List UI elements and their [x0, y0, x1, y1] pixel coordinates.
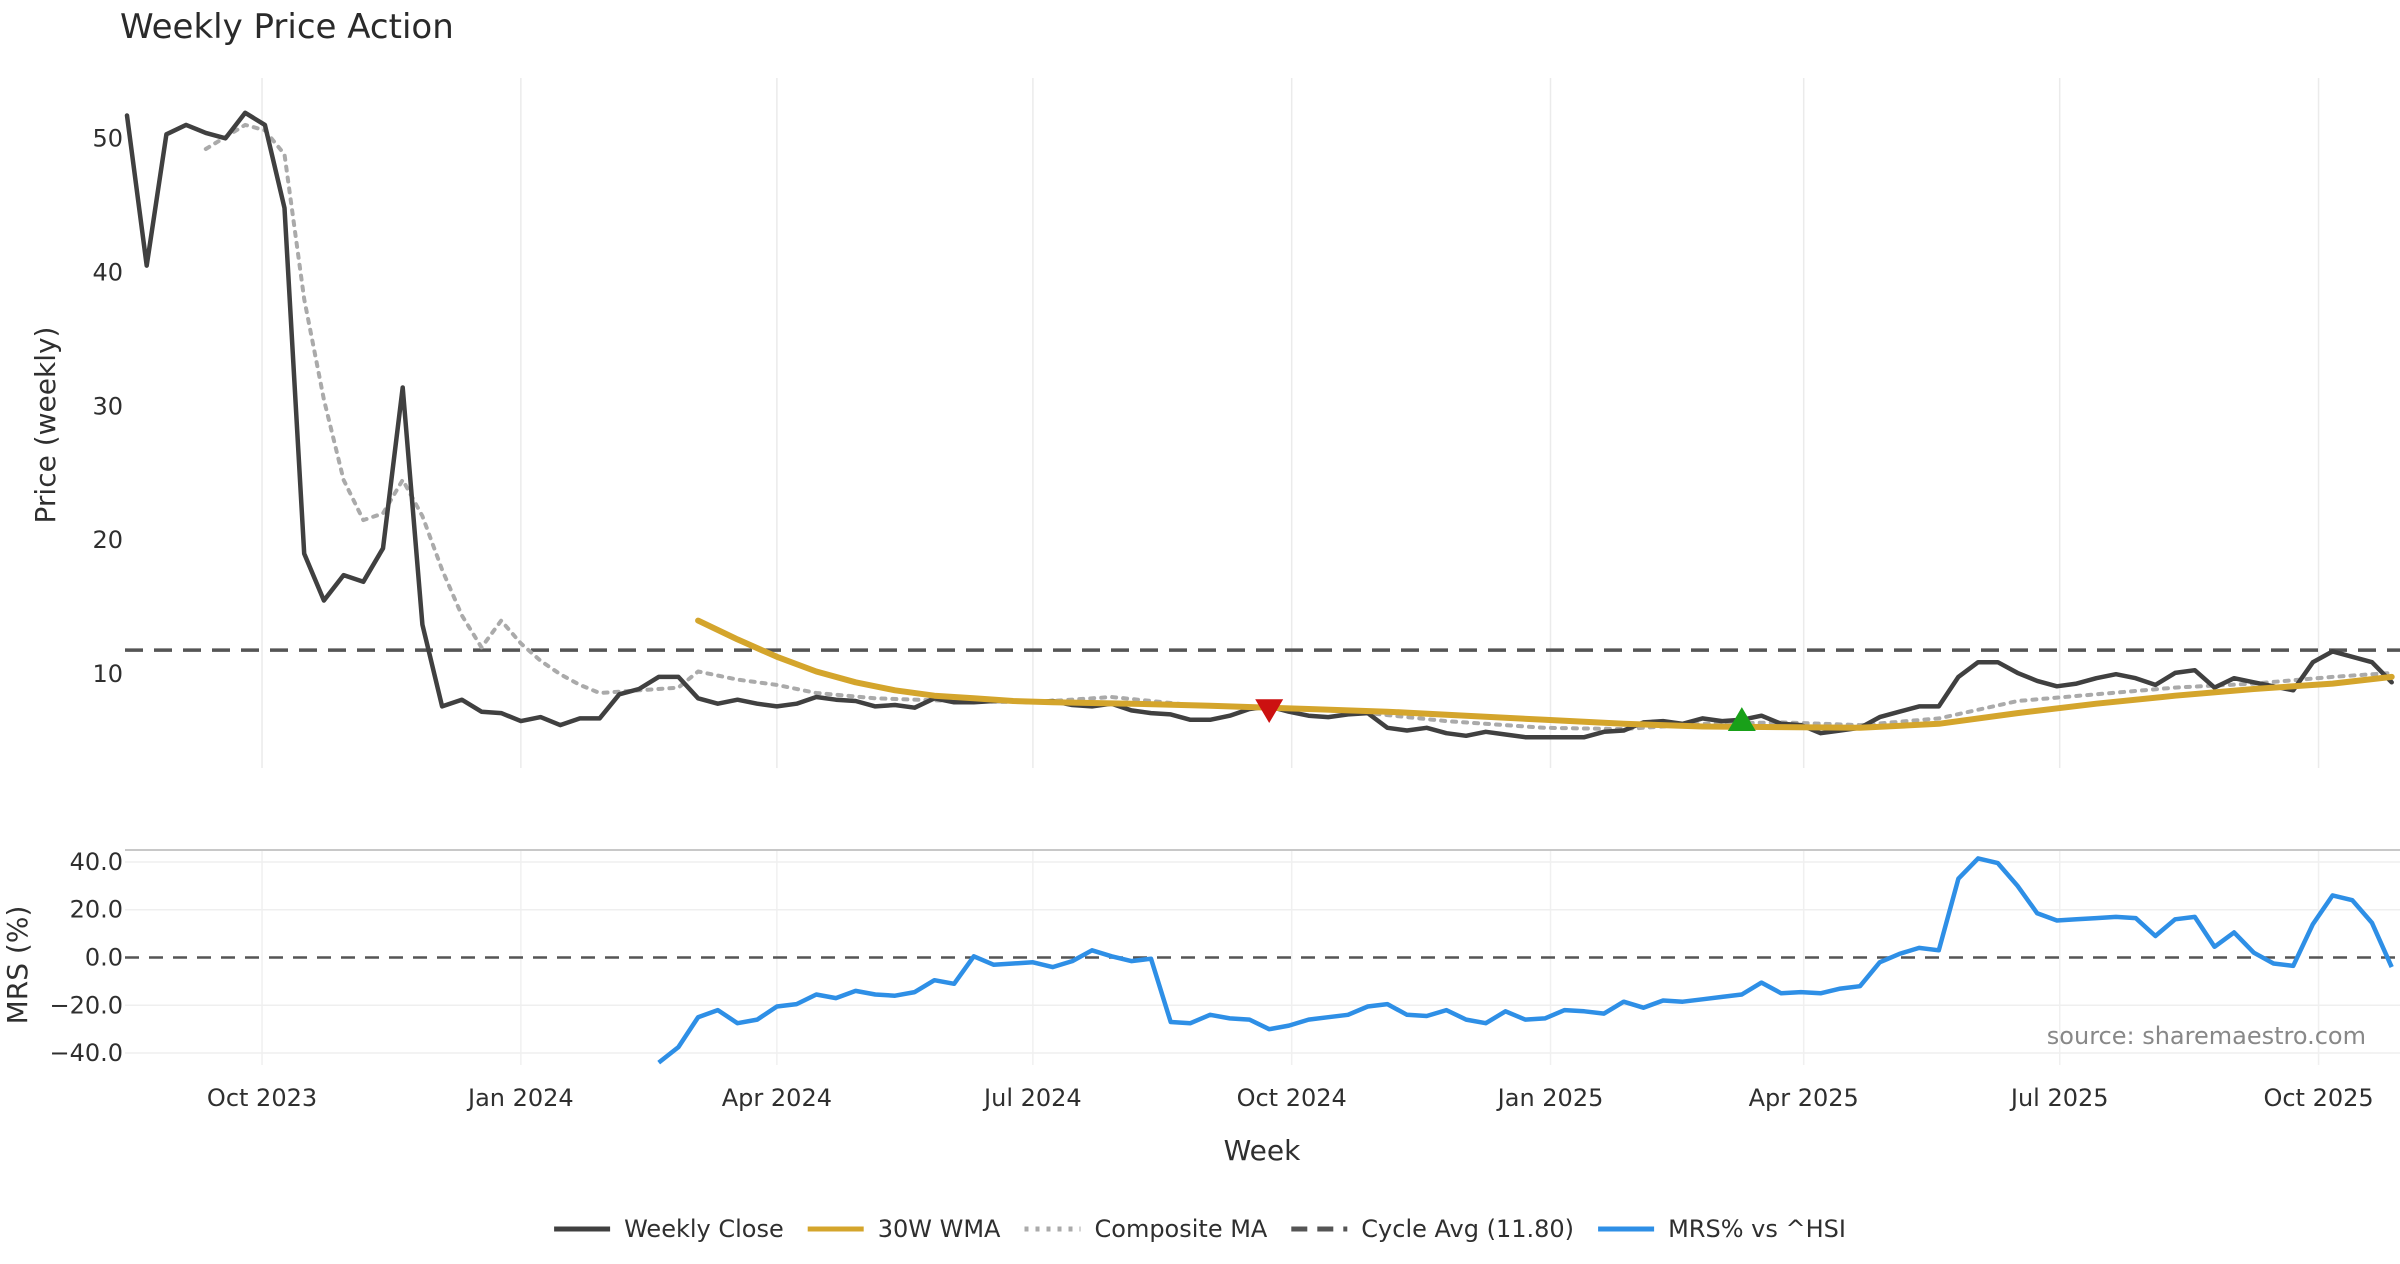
mrs-y-tick-label: −20.0: [49, 991, 123, 1019]
legend-item: Weekly Close: [554, 1215, 784, 1243]
price-series: [124, 110, 2395, 740]
price-y-ticks: 10 20 30 40 50: [92, 124, 123, 688]
x-tick-label: Oct 2024: [1237, 1084, 1347, 1112]
price-y-tick-label: 10: [92, 660, 123, 688]
legend-label: Cycle Avg (11.80): [1361, 1215, 1574, 1243]
price-grid: [125, 78, 2400, 768]
sell-signal-marker: [1255, 699, 1284, 723]
x-tick-label: Oct 2023: [207, 1084, 317, 1112]
legend-item: Composite MA: [1024, 1215, 1268, 1243]
mrs-axis-title: MRS (%): [1, 906, 34, 1025]
buy-signal-marker: [1727, 707, 1756, 731]
mrs-y-tick-label: 40.0: [70, 848, 123, 876]
x-tick-label: Apr 2024: [722, 1084, 832, 1112]
x-tick-label: Oct 2025: [2263, 1084, 2373, 1112]
legend-item: 30W WMA: [807, 1215, 1001, 1243]
x-tick-label: Jul 2025: [2009, 1084, 2109, 1112]
series-mrs-vs-hsi: [657, 856, 2394, 1065]
x-tick-label: Jul 2024: [982, 1084, 1082, 1112]
legend-label: Composite MA: [1095, 1215, 1268, 1243]
x-ticks: Oct 2023 Jan 2024 Apr 2024 Jul 2024 Oct 2024…: [207, 1084, 2374, 1112]
mrs-grid: [125, 849, 2400, 1065]
chart-title: Weekly Price Action: [120, 7, 454, 47]
mrs-y-tick-label: 0.0: [85, 944, 123, 972]
price-axis-title: Price (weekly): [29, 327, 62, 524]
x-tick-label: Apr 2025: [1749, 1084, 1859, 1112]
series-weekly-close: [124, 110, 2394, 740]
x-tick-label: Jan 2025: [1496, 1084, 1604, 1112]
mrs-y-ticks: −40.0 −20.0 0.0 20.0 40.0: [49, 848, 123, 1067]
series-composite-ma: [203, 122, 2394, 732]
price-y-tick-label: 50: [92, 124, 123, 152]
mrs-series: [657, 856, 2394, 1065]
legend-item: MRS% vs ^HSI: [1598, 1215, 1846, 1243]
x-axis-title: Week: [1224, 1134, 1301, 1167]
mrs-y-tick-label: 20.0: [70, 896, 123, 924]
x-tick-label: Jan 2024: [466, 1084, 574, 1112]
legend-label: 30W WMA: [878, 1215, 1001, 1243]
legend-label: MRS% vs ^HSI: [1668, 1215, 1846, 1243]
legend-item: Cycle Avg (11.80): [1291, 1215, 1574, 1243]
series-30w-wma: [695, 617, 2395, 731]
legend-label: Weekly Close: [624, 1215, 784, 1243]
price-y-tick-label: 20: [92, 526, 123, 554]
legend: Weekly Close 30W WMA Composite MA Cycle Avg…: [554, 1215, 1846, 1243]
source-note: source: sharemaestro.com: [2047, 1022, 2366, 1050]
price-y-tick-label: 40: [92, 258, 123, 286]
signal-markers: [1255, 699, 1756, 731]
mrs-y-tick-label: −40.0: [49, 1039, 123, 1067]
price-y-tick-label: 30: [92, 392, 123, 420]
